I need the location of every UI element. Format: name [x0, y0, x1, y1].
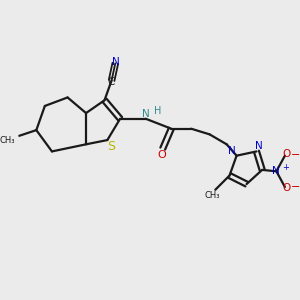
Text: O: O	[282, 149, 290, 159]
Text: N: N	[228, 146, 236, 156]
Text: CH₃: CH₃	[205, 191, 220, 200]
Text: S: S	[107, 140, 115, 153]
Text: −: −	[291, 150, 300, 160]
Text: N: N	[142, 109, 150, 119]
Text: H: H	[154, 106, 161, 116]
Text: +: +	[282, 163, 289, 172]
Text: −: −	[291, 182, 300, 193]
Text: N: N	[112, 57, 120, 67]
Text: O: O	[157, 150, 166, 160]
Text: CH₃: CH₃	[0, 136, 15, 146]
Text: N: N	[256, 141, 263, 151]
Text: O: O	[282, 183, 290, 194]
Text: C: C	[107, 77, 115, 87]
Text: N: N	[272, 166, 280, 176]
